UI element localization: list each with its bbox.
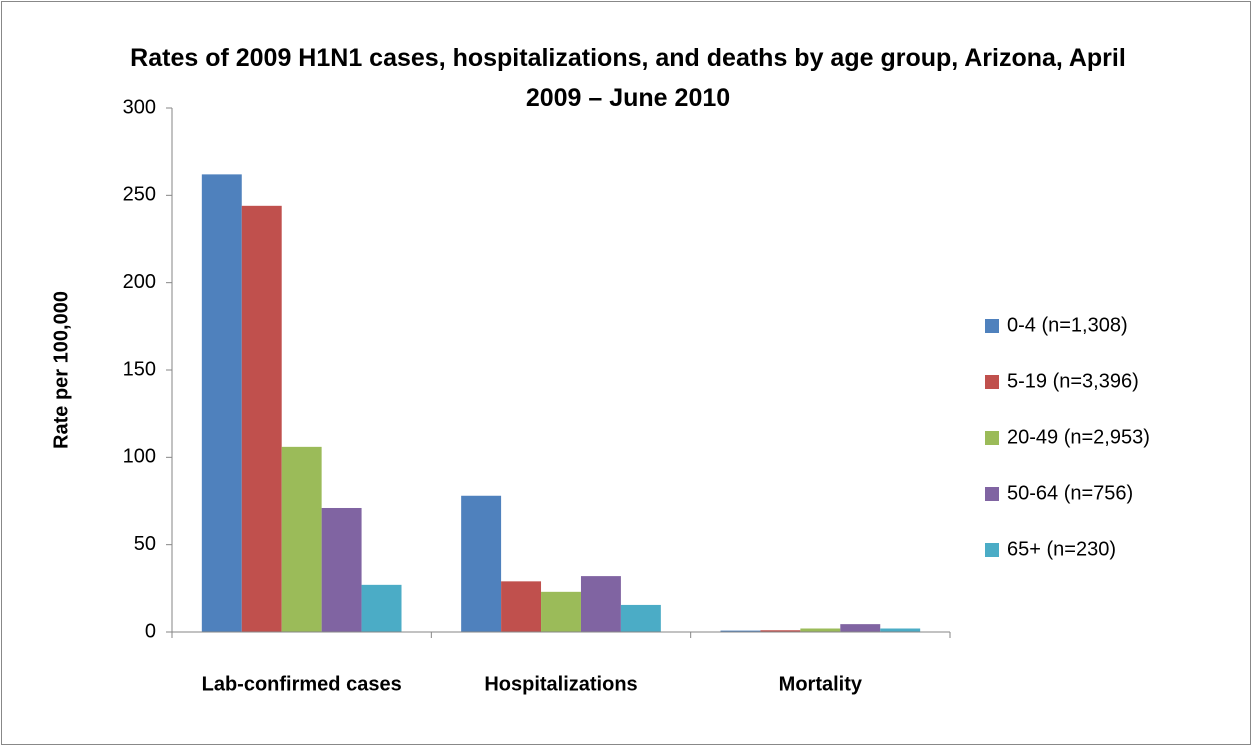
bar — [760, 630, 801, 632]
y-tick-label: 0 — [145, 620, 156, 642]
chart-title: Rates of 2009 H1N1 cases, hospitalizatio… — [130, 44, 1126, 112]
x-tick-label: Lab-confirmed cases — [202, 673, 402, 695]
bar — [580, 576, 621, 632]
y-axis-label: Rate per 100,000 — [50, 291, 72, 449]
legend-label: 65+ (n=230) — [1007, 538, 1116, 560]
bar — [201, 174, 242, 632]
legend-label: 20-49 (n=2,953) — [1007, 426, 1150, 448]
legend-swatch — [985, 487, 999, 501]
legend-swatch — [985, 431, 999, 445]
y-tick-label: 100 — [123, 446, 156, 468]
y-tick-label: 200 — [123, 271, 156, 293]
bar — [241, 205, 282, 632]
y-tick-label: 300 — [123, 96, 156, 118]
bar — [281, 446, 322, 632]
bar — [880, 628, 921, 632]
x-tick-label: Mortality — [779, 673, 863, 695]
bar — [361, 584, 402, 632]
bar — [620, 604, 661, 632]
legend-swatch — [985, 543, 999, 557]
bar — [461, 495, 502, 632]
legend-swatch — [985, 319, 999, 333]
legend-swatch — [985, 375, 999, 389]
legend-label: 50-64 (n=756) — [1007, 482, 1133, 504]
y-tick-label: 250 — [123, 184, 156, 206]
y-tick-label: 150 — [123, 358, 156, 380]
x-tick-label: Hospitalizations — [484, 673, 637, 695]
legend-label: 0-4 (n=1,308) — [1007, 314, 1128, 336]
bar — [321, 507, 362, 632]
bar — [840, 624, 881, 632]
y-tick-label: 50 — [134, 533, 156, 555]
bar — [720, 630, 761, 632]
bar — [501, 581, 542, 632]
legend-label: 5-19 (n=3,396) — [1007, 370, 1139, 392]
bar — [800, 628, 841, 632]
bar — [541, 591, 581, 632]
